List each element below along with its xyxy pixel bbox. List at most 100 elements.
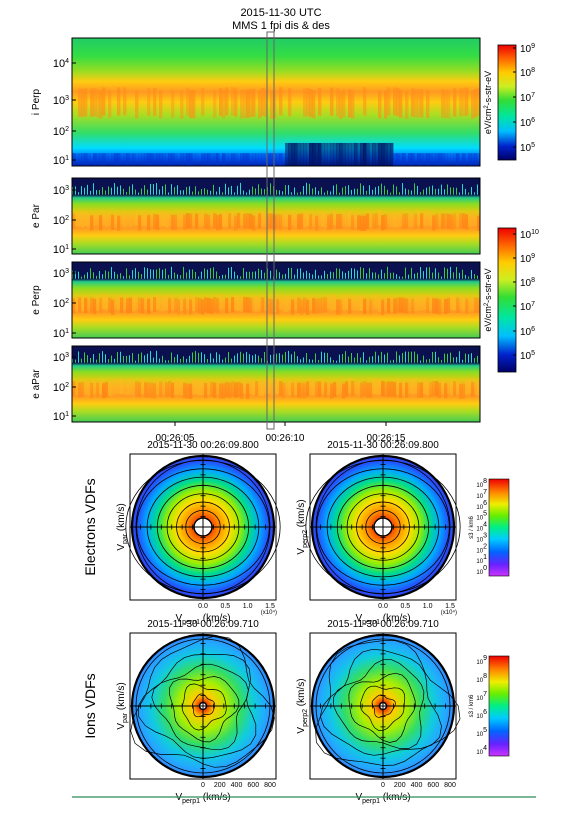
vdf-xlabel-sub: perp1 bbox=[182, 798, 200, 805]
spectrogram-texture bbox=[303, 142, 307, 166]
spectrogram-texture bbox=[321, 297, 325, 313]
spectrogram-texture bbox=[348, 378, 352, 394]
spectrogram-texture bbox=[105, 211, 109, 228]
spectrogram-texture bbox=[345, 294, 349, 310]
spectrogram-texture bbox=[405, 213, 409, 229]
spectrogram-texture bbox=[375, 187, 376, 195]
spectrogram-texture bbox=[96, 89, 100, 118]
spectrogram-texture bbox=[330, 357, 331, 363]
spectrogram-texture bbox=[450, 380, 454, 396]
spectrogram-texture bbox=[102, 294, 106, 310]
spectrogram-texture bbox=[342, 88, 346, 118]
spectrogram-texture bbox=[294, 351, 295, 363]
vdf-colorbar-tick-label-exp: 7 bbox=[483, 489, 487, 496]
spectrogram-texture bbox=[186, 153, 190, 166]
spectrogram-texture bbox=[90, 382, 94, 399]
spectrogram-texture bbox=[414, 378, 418, 394]
colorbar-tick-label-base: 10 bbox=[520, 143, 532, 154]
spectrogram-ytick-label-base: 10 bbox=[53, 352, 65, 364]
spectrogram-texture bbox=[438, 299, 442, 315]
spectrogram-texture bbox=[105, 382, 109, 398]
spectrogram-texture bbox=[204, 153, 208, 166]
spectrogram-ytick-label: 103 bbox=[53, 95, 69, 107]
spectrogram-texture bbox=[93, 183, 94, 195]
spectrogram-texture bbox=[102, 274, 103, 279]
spectrogram-texture bbox=[189, 269, 190, 279]
spectrogram-texture bbox=[462, 213, 466, 229]
spectrogram-texture bbox=[126, 153, 130, 166]
spectrogram-texture bbox=[114, 153, 118, 166]
spectrogram-texture bbox=[84, 297, 88, 314]
spectrogram-texture bbox=[258, 268, 259, 279]
spectrogram-texture bbox=[252, 88, 256, 117]
spectrogram-texture bbox=[438, 188, 439, 195]
spectrogram-texture bbox=[402, 276, 403, 279]
spectrogram-texture bbox=[453, 153, 457, 166]
spectrogram-texture bbox=[354, 212, 358, 228]
spectrogram-texture bbox=[177, 212, 181, 228]
spectrogram-texture bbox=[408, 211, 412, 227]
spectrogram-texture bbox=[363, 298, 367, 315]
vdf-colorbar-tick-label: 106 bbox=[476, 500, 487, 511]
spectrogram-texture bbox=[417, 272, 418, 279]
vdf-colorbar-tick-label-exp: 1 bbox=[483, 554, 487, 561]
spectrogram-texture bbox=[135, 90, 139, 119]
spectrogram-texture bbox=[105, 354, 106, 363]
spectrogram-texture bbox=[420, 192, 421, 195]
spectrogram-ytick-label-exp: 2 bbox=[65, 126, 69, 133]
spectrogram-texture bbox=[312, 188, 313, 195]
spectrogram-texture bbox=[426, 153, 430, 166]
spectrogram-texture bbox=[75, 359, 76, 363]
spectrogram-texture bbox=[459, 153, 463, 166]
spectrogram-texture bbox=[447, 297, 451, 314]
spectrogram-texture bbox=[189, 355, 190, 363]
spectrogram-texture bbox=[411, 88, 415, 117]
spectrogram-texture bbox=[90, 268, 91, 279]
spectrogram-texture bbox=[369, 185, 370, 195]
spectrogram-texture bbox=[264, 153, 268, 166]
spectrogram-texture bbox=[111, 267, 112, 279]
spectrogram-texture bbox=[321, 351, 322, 363]
spectrogram-texture bbox=[186, 383, 190, 399]
spectrogram-texture bbox=[438, 153, 442, 166]
spectrogram-texture bbox=[306, 381, 310, 397]
spectrogram-texture bbox=[84, 187, 85, 195]
spectrogram-texture bbox=[78, 153, 82, 166]
spectrogram-texture bbox=[252, 215, 256, 231]
spectrogram-texture bbox=[195, 213, 199, 229]
spectrogram-texture bbox=[216, 271, 217, 279]
spectrogram-texture bbox=[243, 153, 247, 166]
spectrogram-texture bbox=[150, 153, 154, 166]
spectrogram-texture bbox=[345, 211, 349, 227]
spectrogram-texture bbox=[414, 213, 418, 230]
vdf-colorbar-tick-label-exp: 9 bbox=[483, 655, 487, 662]
spectrogram-texture bbox=[381, 183, 382, 195]
spectrogram-texture bbox=[321, 275, 322, 279]
spectrogram-texture bbox=[255, 211, 259, 227]
spectrogram-texture bbox=[132, 153, 136, 166]
spectrogram-texture bbox=[348, 211, 352, 227]
spectrogram-texture bbox=[444, 153, 448, 166]
spectrogram-texture bbox=[432, 153, 436, 166]
spectrogram-texture bbox=[114, 183, 115, 195]
spectrogram-texture bbox=[123, 276, 124, 279]
spectrogram-texture bbox=[429, 295, 433, 311]
spectrogram-texture bbox=[228, 296, 232, 312]
spectrogram-texture bbox=[162, 186, 163, 195]
spectrogram-texture bbox=[465, 379, 469, 395]
spectrogram-texture bbox=[111, 153, 115, 166]
spectrogram-texture bbox=[300, 191, 301, 195]
spectrogram-texture bbox=[144, 294, 148, 310]
spectrogram-texture bbox=[240, 276, 241, 279]
colorbar-tick-label-base: 10 bbox=[520, 118, 532, 129]
spectrogram-texture bbox=[426, 267, 427, 279]
spectrogram-texture bbox=[240, 90, 244, 119]
spectrogram-texture bbox=[123, 212, 127, 228]
spectrogram-texture bbox=[414, 273, 415, 279]
spectrogram-texture bbox=[423, 294, 427, 310]
spectrogram-texture bbox=[426, 359, 427, 363]
figure-title-line2: MMS 1 fpi dis & des bbox=[232, 20, 330, 32]
spectrogram-texture bbox=[381, 215, 385, 231]
spectrogram-texture bbox=[273, 379, 277, 395]
